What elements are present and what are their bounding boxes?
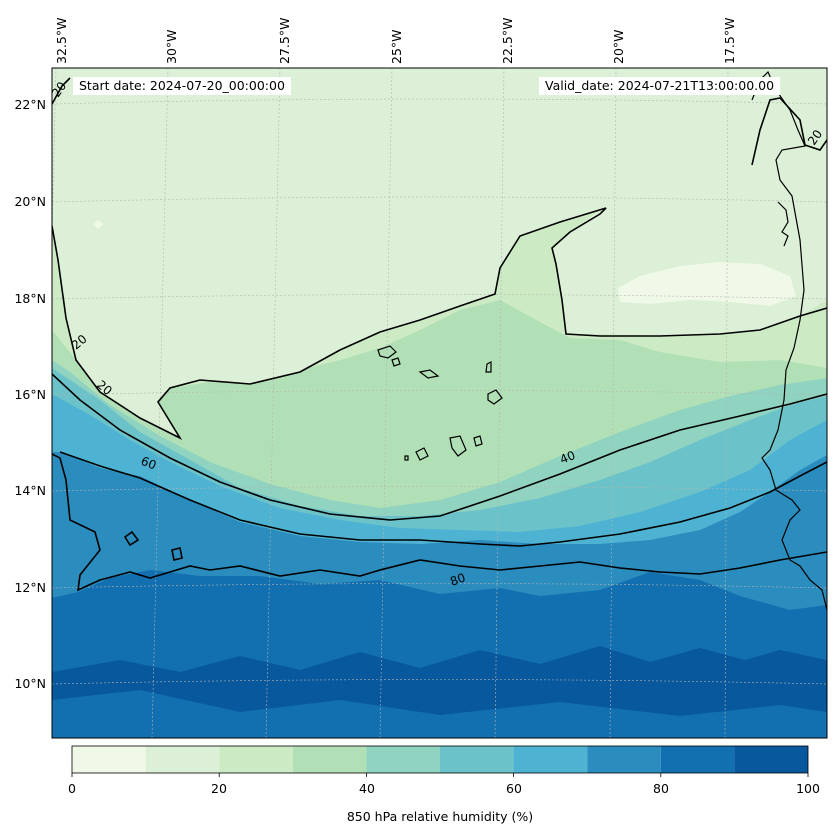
lat-label: 20°N xyxy=(14,194,46,209)
colorbar-cell xyxy=(513,746,588,773)
rh-band-10-20 xyxy=(52,68,827,436)
lat-label: 12°N xyxy=(14,580,46,595)
colorbar-cell xyxy=(587,746,661,773)
island-santiago xyxy=(449,435,467,457)
coastline xyxy=(377,70,827,611)
coastline-detail xyxy=(777,201,789,247)
rh-band-0-10 xyxy=(618,262,796,306)
colorbar-tick-label: 40 xyxy=(359,781,375,796)
lon-label: 32.5°W xyxy=(54,17,69,64)
island-brava xyxy=(404,455,409,461)
colorbar-cell xyxy=(145,746,220,773)
rh-contours xyxy=(52,77,827,592)
contour-60b xyxy=(59,451,827,547)
contour-40 xyxy=(52,373,827,521)
colorbar-cell xyxy=(219,746,293,773)
rh-band-80-90 xyxy=(52,690,827,738)
contour-80 xyxy=(123,530,140,547)
island-boa-vista xyxy=(487,389,503,405)
start-date-label: Start date: 2024-07-20_00:00:00 xyxy=(73,77,291,95)
contour-label: 80 xyxy=(448,570,467,588)
lon-label: 25°W xyxy=(389,29,404,64)
colorbar-cell xyxy=(72,746,146,773)
contour-20-north xyxy=(52,77,71,105)
valid-date-label: Valid_date: 2024-07-21T13:00:00.00 xyxy=(539,77,781,95)
colorbar-tick-label: 20 xyxy=(211,781,227,796)
lon-label: 30°W xyxy=(164,29,179,64)
colorbar xyxy=(72,746,808,773)
graticule xyxy=(52,68,827,738)
colorbar-tick-label: 100 xyxy=(796,781,820,796)
island-fogo xyxy=(415,447,429,461)
contour-label: 60 xyxy=(139,454,158,473)
humidity-fill xyxy=(52,68,827,738)
island-santo-antao xyxy=(377,345,397,359)
island-sao-nicolau xyxy=(418,369,440,379)
colorbar-ticks xyxy=(71,773,809,777)
island-sal xyxy=(485,361,492,373)
colorbar-cell xyxy=(440,746,514,773)
lon-label: 22.5°W xyxy=(500,17,515,64)
lat-label: 18°N xyxy=(14,291,46,306)
colorbar-cell xyxy=(366,746,440,773)
colorbar-tick-label: 0 xyxy=(68,781,76,796)
lat-label: 22°N xyxy=(14,97,46,112)
lon-label: 20°W xyxy=(611,29,626,64)
island-sao-vicente xyxy=(391,357,401,367)
lat-label: 10°N xyxy=(14,676,46,691)
contour-60 xyxy=(52,453,827,592)
colorbar-frame xyxy=(71,745,809,774)
contour-80b xyxy=(171,547,183,561)
contour-label: 40 xyxy=(558,448,577,467)
colorbar-tick-label: 60 xyxy=(506,781,522,796)
colorbar-cell xyxy=(734,746,808,773)
lon-label: 17.5°W xyxy=(722,17,737,64)
colorbar-tick-label: 80 xyxy=(653,781,669,796)
lat-label: 14°N xyxy=(14,483,46,498)
plot-frame xyxy=(51,67,828,739)
lat-label: 16°N xyxy=(14,387,46,402)
colorbar-title: 850 hPa relative humidity (%) xyxy=(346,809,534,824)
lon-label: 27.5°W xyxy=(277,17,292,64)
island-maio xyxy=(473,435,483,447)
contour-20 xyxy=(52,207,827,440)
colorbar-cell xyxy=(660,746,735,773)
african-coast xyxy=(751,70,827,611)
colorbar-cell xyxy=(292,746,367,773)
rh-band-0-10 xyxy=(93,220,103,229)
